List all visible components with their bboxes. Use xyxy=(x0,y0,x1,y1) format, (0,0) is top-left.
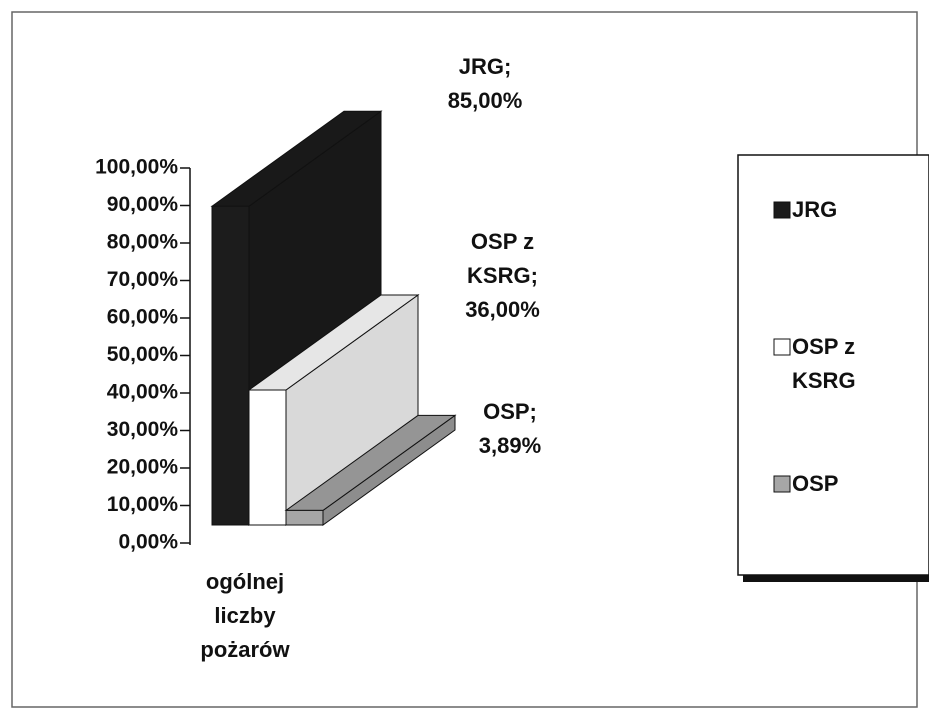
bar-front xyxy=(285,509,324,526)
value-label: OSP z KSRG; 36,00% xyxy=(465,229,540,322)
y-tick-label: 60,00% xyxy=(107,306,179,329)
y-tick-label: 50,00% xyxy=(107,343,179,366)
legend-swatch xyxy=(773,475,791,493)
category-label: ogólnej liczby pożarów xyxy=(200,569,290,662)
legend-label: OSP z KSRG xyxy=(792,334,856,393)
y-tick-label: 70,00% xyxy=(107,268,179,291)
legend-label: JRG xyxy=(792,197,838,222)
y-tick-label: 90,00% xyxy=(107,193,179,216)
bar xyxy=(247,294,420,526)
value-label: OSP; 3,89% xyxy=(478,399,542,458)
legend-label: OSP xyxy=(792,471,839,496)
bar-front xyxy=(248,389,287,526)
legend-swatch xyxy=(773,201,791,219)
y-tick-label: 100,00% xyxy=(95,156,178,179)
y-tick-label: 40,00% xyxy=(107,381,179,404)
y-tick-label: 10,00% xyxy=(107,493,179,516)
y-tick-label: 20,00% xyxy=(107,456,179,479)
bar xyxy=(284,414,457,526)
legend xyxy=(737,154,929,576)
y-tick-label: 0,00% xyxy=(118,531,178,554)
y-tick-label: 80,00% xyxy=(107,231,179,254)
value-label: JRG; 85,00% xyxy=(447,54,523,113)
bar-front xyxy=(211,205,250,526)
y-tick-label: 30,00% xyxy=(107,418,179,441)
legend-swatch xyxy=(773,338,791,356)
